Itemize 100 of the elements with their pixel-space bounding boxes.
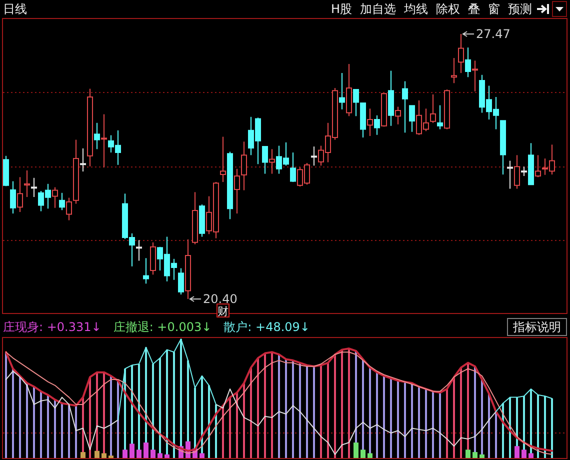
candlestick xyxy=(24,170,30,198)
candlestick xyxy=(262,146,268,174)
bar xyxy=(40,391,42,458)
candlestick xyxy=(31,177,37,198)
bar xyxy=(472,452,478,458)
candlestick xyxy=(241,141,247,191)
bar xyxy=(313,366,315,458)
candlestick xyxy=(409,105,415,132)
candlestick xyxy=(381,93,387,128)
text: 散户: +48.09↓ xyxy=(224,320,310,334)
candlestick xyxy=(234,168,240,214)
text: 加自选 xyxy=(360,2,396,16)
bar xyxy=(144,442,148,458)
candlestick xyxy=(52,186,58,208)
bar xyxy=(61,403,63,458)
bar xyxy=(397,380,399,458)
bar xyxy=(425,388,427,458)
bar xyxy=(299,362,301,458)
bar xyxy=(390,378,392,458)
text: H股 xyxy=(331,2,352,16)
bar xyxy=(285,359,287,458)
bar xyxy=(250,368,252,458)
candlestick xyxy=(73,139,79,204)
bar xyxy=(488,394,490,458)
candlestick xyxy=(87,88,93,167)
candlestick xyxy=(269,148,275,174)
bar xyxy=(271,352,273,458)
bar xyxy=(68,404,70,458)
bar xyxy=(117,380,119,458)
bar xyxy=(264,353,266,458)
candlestick xyxy=(3,155,9,187)
bar xyxy=(200,453,204,458)
candlestick xyxy=(367,108,373,136)
bar xyxy=(54,400,56,458)
bar xyxy=(47,394,49,458)
candlestick xyxy=(388,70,394,126)
bar xyxy=(514,446,520,458)
bar xyxy=(341,350,343,458)
bar xyxy=(411,383,413,458)
bar xyxy=(480,454,484,458)
text: 窗 xyxy=(488,2,500,16)
text: 均线 xyxy=(403,2,428,16)
bar xyxy=(334,354,336,458)
bar xyxy=(327,362,329,458)
candlestick xyxy=(178,268,184,295)
candlestick xyxy=(528,142,534,186)
bar xyxy=(229,397,231,458)
candlestick xyxy=(185,238,191,300)
bar xyxy=(306,365,308,458)
bar xyxy=(453,377,455,458)
candlestick xyxy=(395,106,401,125)
bar xyxy=(89,377,91,458)
candlestick xyxy=(339,72,345,110)
bar xyxy=(257,358,259,458)
bar xyxy=(102,453,106,458)
candlestick xyxy=(59,192,65,211)
bar xyxy=(418,386,420,458)
bar xyxy=(158,453,162,458)
candlestick xyxy=(360,102,366,138)
candlestick xyxy=(465,46,471,78)
bar xyxy=(26,383,28,458)
candlestick xyxy=(94,122,100,150)
bar xyxy=(376,372,378,458)
candlestick xyxy=(514,154,520,190)
bar xyxy=(94,450,100,458)
bar xyxy=(368,453,372,458)
candlestick xyxy=(458,34,464,74)
annotation: 27.47 xyxy=(476,27,510,41)
bar xyxy=(130,444,134,458)
candlestick xyxy=(150,242,156,276)
bar xyxy=(75,406,77,458)
candlestick xyxy=(507,160,513,190)
bar xyxy=(495,412,497,458)
text: 庄现身: +0.331↓ xyxy=(3,320,102,334)
candlestick xyxy=(101,114,107,168)
bar xyxy=(360,450,366,458)
candlestick xyxy=(290,152,296,183)
candlestick xyxy=(311,146,317,166)
text: 指标说明 xyxy=(512,320,561,334)
bar xyxy=(33,386,35,458)
bar xyxy=(278,354,280,458)
bar xyxy=(19,376,21,458)
candlestick xyxy=(220,136,226,183)
candlestick xyxy=(402,80,408,134)
candlestick xyxy=(451,57,457,84)
bar xyxy=(446,388,448,458)
bar xyxy=(383,376,385,458)
bar xyxy=(136,450,142,458)
candlestick xyxy=(80,148,86,172)
bar xyxy=(110,376,112,458)
bar xyxy=(466,450,470,458)
candlestick xyxy=(535,154,541,178)
candlestick xyxy=(66,197,72,221)
candlestick xyxy=(346,63,352,117)
candlestick xyxy=(192,192,198,245)
candlestick xyxy=(430,94,436,124)
bar xyxy=(439,392,441,458)
candlestick xyxy=(136,240,142,262)
text: 财 xyxy=(218,305,228,318)
bar xyxy=(150,450,156,458)
